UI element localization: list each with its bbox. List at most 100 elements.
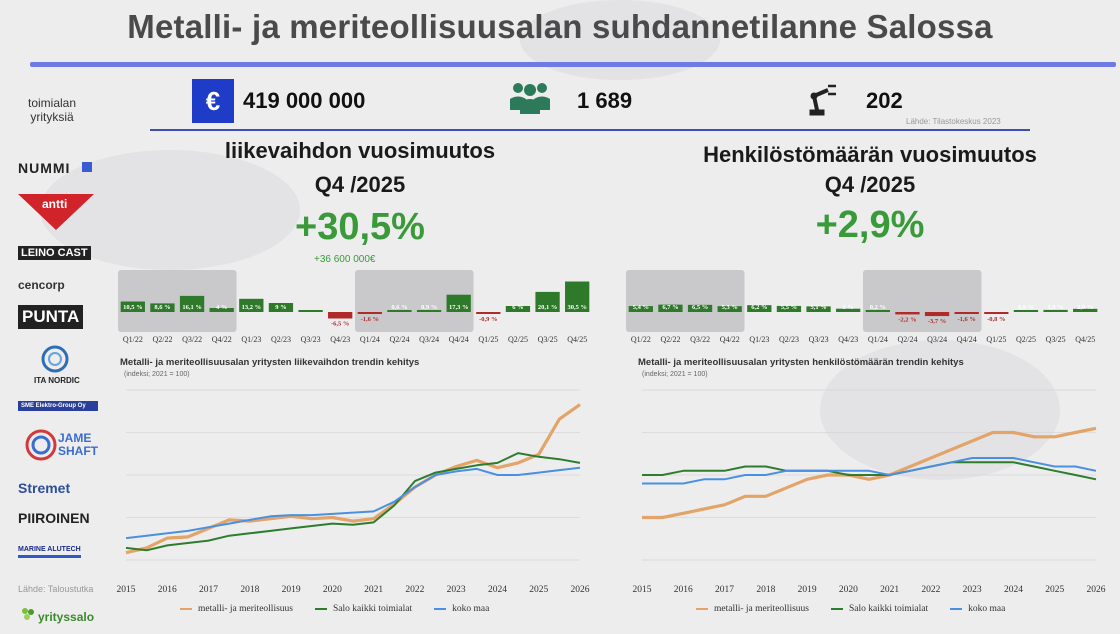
series-line (125, 452, 581, 552)
staff-change-bar-chart: 5,4 % Q1/22 6,7 % Q2/22 6,5 % Q3/22 5,3 % Q4/22… (626, 270, 1098, 344)
year-shade (626, 270, 745, 332)
category-label: Q4/24 (957, 335, 977, 344)
robot-arm-icon (809, 84, 836, 116)
bar (1013, 310, 1039, 312)
category-label: Q2/25 (508, 335, 528, 344)
legend-item: koko maa (434, 604, 489, 614)
legend-label: metalli- ja meriteollisuus (198, 604, 293, 614)
logo-stremet: Stremet (18, 480, 71, 496)
bar-label: 4 % (216, 304, 227, 311)
category-label: Q2/23 (271, 335, 291, 344)
category-label: Q2/23 (779, 335, 799, 344)
bar-label: -0,8 % (987, 316, 1005, 323)
category-label: Q2/24 (897, 335, 917, 344)
revenue-headline: +30,5% (295, 206, 425, 248)
bar (446, 294, 471, 312)
logo-sme: SME Elektro-Group Oy (18, 401, 98, 411)
x-tick-label: 2018 (240, 585, 259, 595)
category-label: Q3/24 (927, 335, 947, 344)
category-label: Q1/25 (986, 335, 1006, 344)
x-tick-label: 2016 (158, 585, 177, 595)
series-line (642, 426, 1097, 520)
logo-antti (18, 194, 94, 230)
staff-chart-period: Q4 /2025 (824, 172, 916, 197)
logo-nummi-square (82, 162, 92, 172)
year-shade (863, 270, 982, 332)
staff-chart-title: Henkilöstömäärän vuosimuutos (703, 142, 1037, 167)
bar (565, 281, 590, 312)
bar (535, 291, 560, 312)
bar-label: -2,2 % (898, 316, 916, 323)
revenue-value: 419 000 000 (243, 88, 366, 113)
x-tick-label: 2019 (798, 585, 817, 595)
x-tick-label: 2017 (715, 585, 734, 595)
kpi-divider (150, 129, 1030, 131)
brand-icon (22, 608, 34, 620)
x-tick-label: 2015 (633, 585, 652, 595)
footer-source: Lähde: Taloustutka (18, 584, 94, 594)
revenue-chart-title: liikevaihdon vuosimuutos (224, 138, 496, 163)
category-label: Q2/25 (1016, 335, 1036, 344)
x-tick-label: 2017 (199, 585, 218, 595)
brand-name: yrityssalo (38, 610, 95, 624)
logo-itanordic-emblem (41, 345, 69, 373)
kpi-source: Lähde: Tilastokeskus 2023 (906, 117, 1001, 126)
category-label: Q1/23 (241, 335, 261, 344)
x-tick-label: 2015 (117, 585, 136, 595)
category-label: Q4/24 (449, 335, 469, 344)
bar (865, 310, 890, 312)
bar (924, 312, 950, 317)
category-label: Q1/23 (749, 335, 769, 344)
category-label: Q3/22 (182, 335, 202, 344)
bar (836, 308, 861, 312)
category-label: Q1/22 (123, 335, 143, 344)
x-tick-label: 2016 (674, 585, 693, 595)
bar (209, 308, 234, 312)
category-label: Q3/23 (809, 335, 829, 344)
revenue-headline-sub: +36 600 000€ (314, 254, 376, 265)
bar-label: 6,5 % (692, 304, 708, 311)
series-line (125, 466, 581, 540)
revenue-change-bar-chart: 10,5 % Q1/22 8,6 % Q2/22 16,1 % Q3/22 4 % Q4/22… (118, 270, 590, 344)
category-label: Q4/22 (720, 335, 740, 344)
category-label: Q4/23 (838, 335, 858, 344)
bar (387, 310, 412, 312)
revenue-trend-subtitle: (indeksi; 2021 = 100) (124, 371, 190, 378)
bar (505, 306, 531, 312)
logo-jameshaft-emblem (25, 429, 57, 461)
bar (776, 305, 802, 312)
category-label: Q1/24 (360, 335, 380, 344)
bar (268, 303, 294, 312)
logo-jameshaft: JAME SHAFT (58, 431, 98, 458)
category-label: Q3/25 (1046, 335, 1066, 344)
logo-itanordic: ITA NORDIC (34, 376, 80, 385)
bar-label: 30,5 % (567, 304, 587, 311)
revenue-chart-period: Q4 /2025 (314, 172, 406, 197)
x-tick-label: 2025 (529, 585, 548, 595)
companies-caption: toimialan yrityksiä (27, 96, 77, 124)
bar-label: -6,5 % (331, 321, 349, 328)
bar-label: -3,7 % (928, 318, 946, 325)
x-tick-label: 2018 (756, 585, 775, 595)
bar (120, 301, 145, 312)
bar (984, 312, 1009, 314)
legend-label: koko maa (968, 604, 1006, 614)
category-label: Q4/25 (1075, 335, 1095, 344)
x-tick-label: 2019 (282, 585, 301, 595)
year-shade (118, 270, 237, 332)
bar (476, 312, 501, 314)
x-tick-label: 2025 (1045, 585, 1064, 595)
revenue-trend-line-chart: 2015 2016 2017 2018 2019 2020 2021 2022 2023 2024… (117, 389, 590, 595)
bar (717, 306, 742, 312)
category-label: Q2/22 (152, 335, 172, 344)
x-tick-label: 2020 (839, 585, 858, 595)
logo-antti-text: antti (42, 197, 68, 211)
staff-headline: +2,9% (815, 204, 925, 246)
bar-label: 3 % (843, 304, 854, 311)
people-icon (510, 83, 550, 114)
bar-label: 6,2 % (751, 304, 767, 311)
bar-label: 20,1 % (538, 304, 558, 311)
legend-item: metalli- ja meriteollisuus (180, 604, 293, 614)
series-line (125, 403, 581, 555)
bar-label: -1,6 % (957, 316, 975, 323)
